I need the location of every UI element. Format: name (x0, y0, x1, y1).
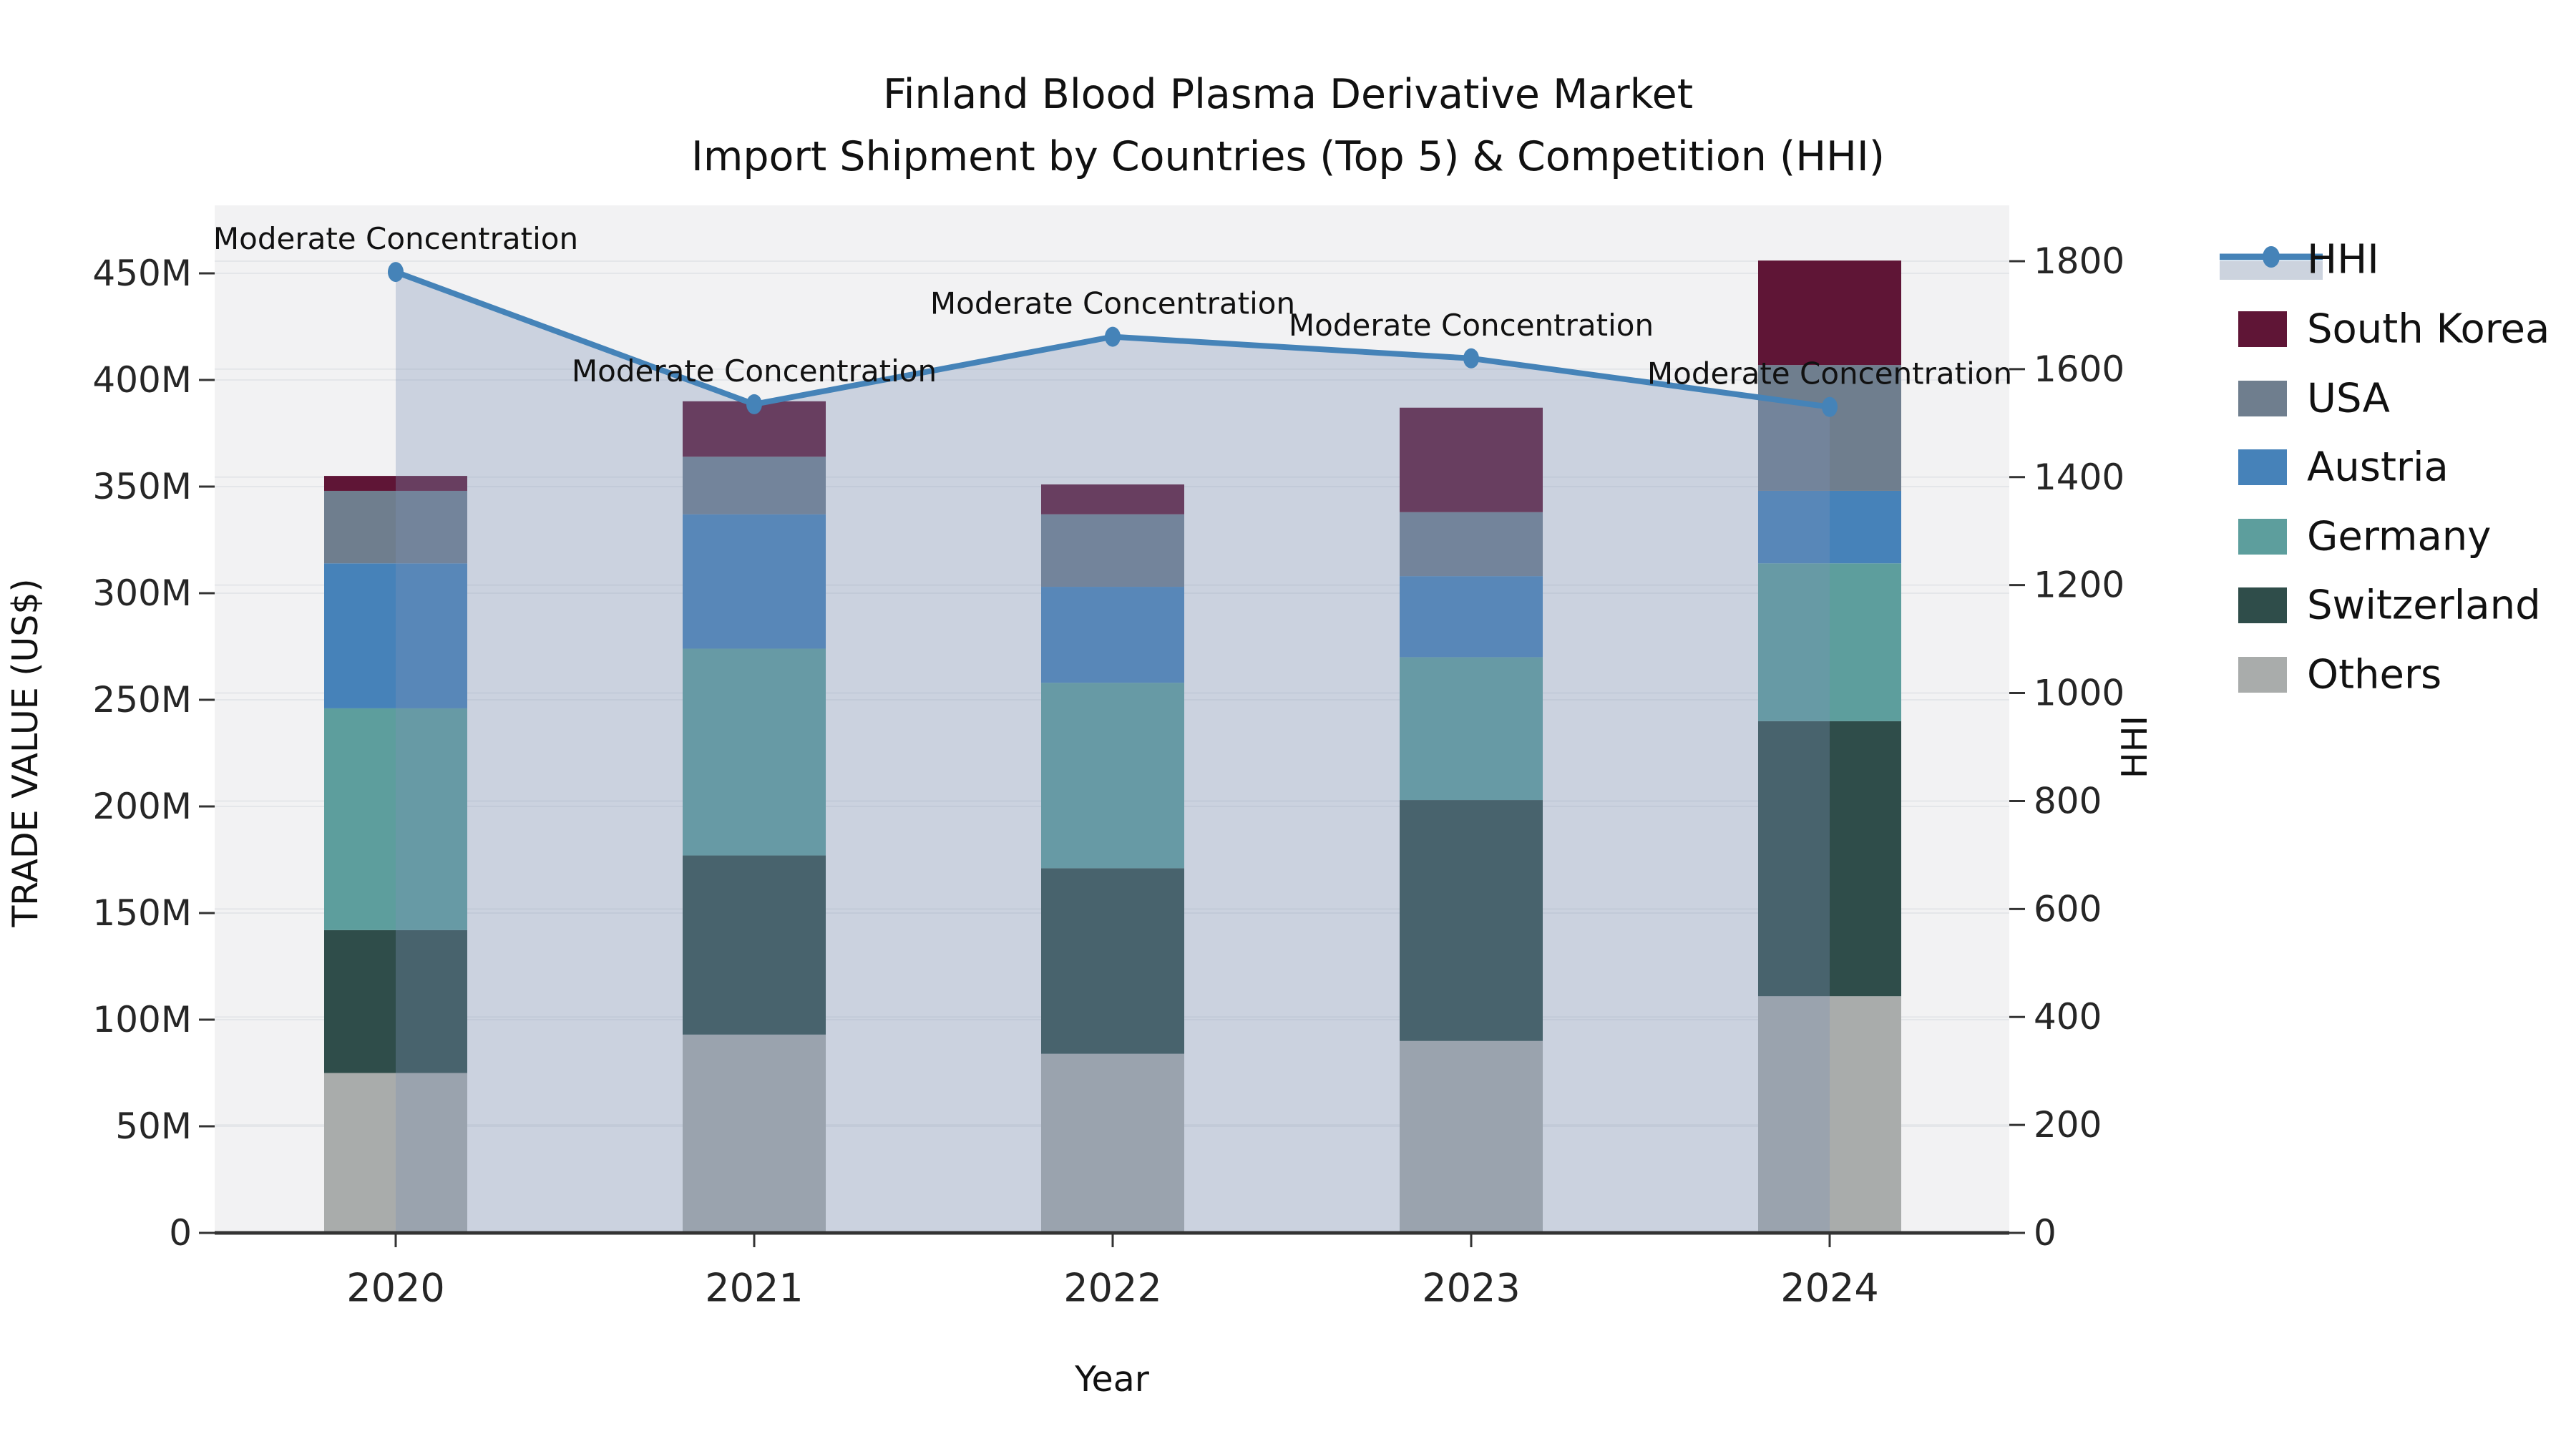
bar-segment-others-2021 (683, 1034, 826, 1233)
bar-segment-switzerland-2023 (1400, 800, 1543, 1041)
annotation-moderate-concentration: Moderate Concentration (1289, 308, 1654, 343)
bar-segment-south-korea-2020 (324, 476, 467, 491)
hhi-marker-2021 (746, 394, 762, 414)
legend-label: Switzerland (2307, 582, 2541, 629)
bar-segment-usa-2020 (324, 490, 467, 564)
y-left-tick-label: 200M (92, 786, 192, 827)
bar-segment-switzerland-2021 (683, 855, 826, 1035)
hhi-marker-2022 (1105, 326, 1121, 347)
y-right-tick-label: 800 (2034, 780, 2102, 821)
bar-segment-usa-2023 (1400, 512, 1543, 577)
y-right-tick-label: 200 (2034, 1104, 2102, 1146)
legend-swatch (2238, 449, 2287, 485)
y-left-tick-label: 0 (169, 1212, 192, 1254)
legend-item-hhi: HHI (2220, 237, 2379, 283)
bar-segment-germany-2022 (1041, 683, 1184, 869)
legend-swatch (2238, 381, 2287, 416)
y-right-tick-label: 1000 (2034, 673, 2124, 714)
annotation-moderate-concentration: Moderate Concentration (572, 353, 937, 389)
legend-item-south-korea: South Korea (2238, 306, 2550, 353)
bar-segment-switzerland-2024 (1758, 721, 1901, 997)
bar-segment-others-2022 (1041, 1053, 1184, 1233)
legend-item-switzerland: Switzerland (2238, 582, 2541, 629)
legend-label: Germany (2307, 514, 2491, 560)
annotation-moderate-concentration: Moderate Concentration (930, 286, 1295, 321)
bars-layer (324, 260, 1901, 1233)
x-tick-label-2022: 2022 (1063, 1266, 1161, 1311)
y-left-tick-label: 450M (92, 253, 192, 294)
hhi-marker-2023 (1463, 348, 1479, 369)
bar-segment-austria-2023 (1400, 576, 1543, 658)
bar-segment-others-2024 (1758, 996, 1901, 1233)
y-right-ticks: 0 200 400 600 800 1000 1200 1400 1600 1800 (2009, 240, 2124, 1254)
y-left-tick-label: 400M (92, 359, 192, 401)
x-tick-label-2021: 2021 (705, 1266, 803, 1311)
legend-swatch (2238, 657, 2287, 693)
bar-segment-germany-2020 (324, 708, 467, 930)
bar-segment-others-2023 (1400, 1040, 1543, 1233)
legend: HHI South Korea USA Austria Germany Switzerla… (2220, 237, 2550, 698)
chart-title-line2: Import Shipment by Countries (Top 5) & C… (691, 133, 1885, 180)
y-axis-label-right: HHI (2114, 716, 2155, 779)
y-right-tick-label: 1600 (2034, 348, 2124, 390)
legend-item-usa: USA (2238, 376, 2390, 422)
x-ticks: 2020 2021 2022 2023 2024 (346, 1233, 1879, 1311)
y-right-tick-label: 400 (2034, 996, 2102, 1038)
x-tick-label-2024: 2024 (1780, 1266, 1878, 1311)
legend-label: HHI (2307, 237, 2379, 283)
bar-segment-austria-2020 (324, 563, 467, 708)
bar-segment-switzerland-2022 (1041, 868, 1184, 1054)
y-left-tick-label: 300M (92, 572, 192, 614)
annotation-moderate-concentration: Moderate Concentration (1647, 356, 2012, 391)
y-right-tick-label: 1400 (2034, 457, 2124, 498)
legend-label: Austria (2307, 444, 2449, 491)
legend-label: South Korea (2307, 306, 2550, 353)
y-left-tick-label: 250M (92, 679, 192, 721)
legend-swatch (2238, 519, 2287, 555)
bar-segment-switzerland-2020 (324, 930, 467, 1073)
y-left-tick-label: 100M (92, 999, 192, 1040)
legend-item-austria: Austria (2238, 444, 2449, 491)
bar-segment-usa-2021 (683, 457, 826, 514)
bar-segment-austria-2021 (683, 514, 826, 649)
legend-label: USA (2307, 376, 2390, 422)
x-tick-label-2023: 2023 (1422, 1266, 1520, 1311)
legend-swatch (2238, 311, 2287, 347)
y-right-tick-label: 1200 (2034, 565, 2124, 606)
chart-title-line1: Finland Blood Plasma Derivative Market (883, 71, 1693, 118)
bar-segment-germany-2024 (1758, 563, 1901, 721)
y-right-tick-label: 0 (2034, 1212, 2057, 1254)
hhi-marker-2024 (1822, 396, 1838, 417)
bar-segment-others-2020 (324, 1073, 467, 1233)
bar-segment-usa-2024 (1758, 365, 1901, 491)
annotation-moderate-concentration: Moderate Concentration (213, 221, 578, 256)
bar-segment-germany-2023 (1400, 657, 1543, 801)
y-right-tick-label: 1800 (2034, 240, 2124, 282)
legend-item-germany: Germany (2238, 514, 2491, 560)
y-left-ticks: 0 50M 100M 150M 200M 250M 300M 350M 400M 450M (92, 253, 215, 1254)
bar-segment-south-korea-2023 (1400, 407, 1543, 512)
hhi-area-fill (396, 272, 1830, 1234)
legend-item-others: Others (2238, 652, 2441, 698)
bar-segment-south-korea-2022 (1041, 484, 1184, 514)
x-tick-label-2020: 2020 (346, 1266, 444, 1311)
hhi-marker-swatch (2263, 246, 2280, 268)
hhi-marker-2020 (388, 262, 404, 283)
y-left-tick-label: 50M (115, 1106, 192, 1147)
bar-segment-germany-2021 (683, 648, 826, 856)
x-axis-label: Year (1074, 1359, 1150, 1400)
bar-segment-austria-2022 (1041, 587, 1184, 683)
bar-segment-usa-2022 (1041, 514, 1184, 587)
y-left-tick-label: 150M (92, 892, 192, 934)
bar-segment-south-korea-2024 (1758, 260, 1901, 366)
y-axis-label-left: TRADE VALUE (US$) (5, 578, 46, 927)
legend-label: Others (2307, 652, 2441, 698)
y-left-tick-label: 350M (92, 466, 192, 507)
y-right-tick-label: 600 (2034, 888, 2102, 930)
bar-segment-austria-2024 (1758, 490, 1901, 564)
legend-swatch (2238, 587, 2287, 623)
